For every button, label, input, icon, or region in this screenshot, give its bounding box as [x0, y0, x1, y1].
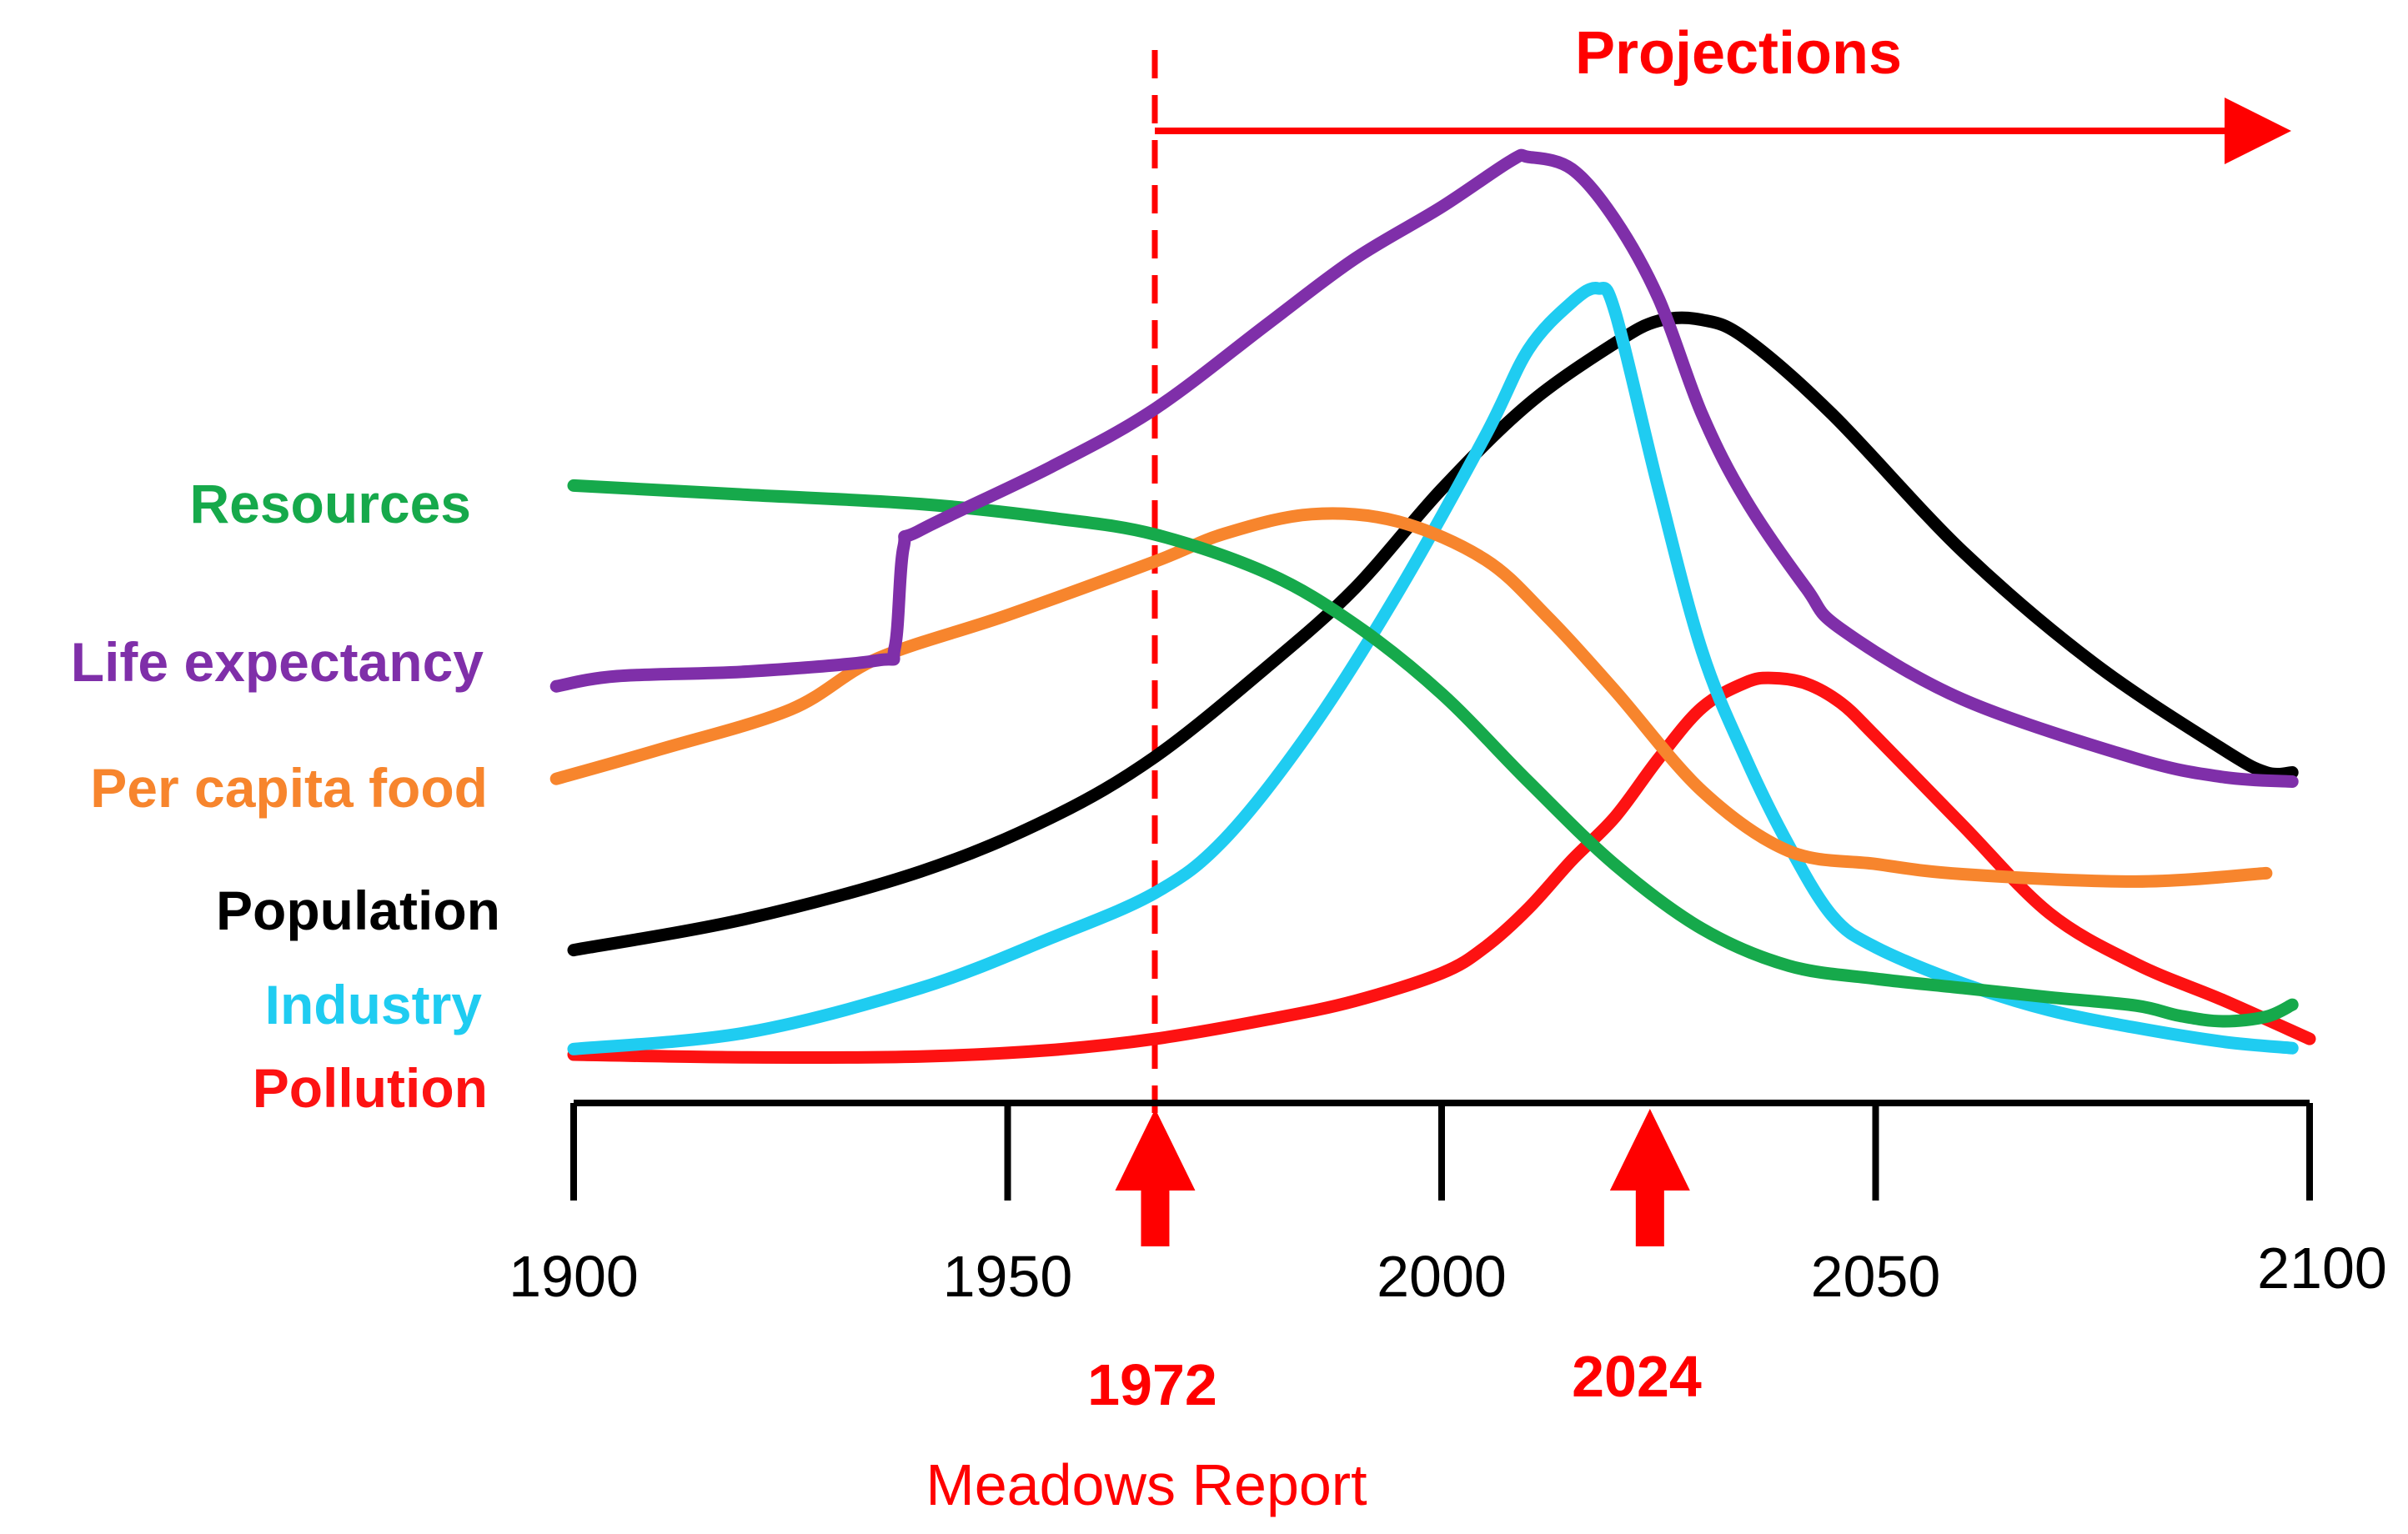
projections-annotation: Projections [1155, 20, 2291, 164]
series-line-pollution [567, 671, 2316, 1065]
legend-per-capita-food: Per capita food [90, 757, 488, 819]
x-tick-label-2050: 2050 [1811, 1244, 1941, 1309]
legend-population: Population [216, 880, 500, 941]
series-line-population [567, 311, 2299, 957]
legend-pollution: Pollution [253, 1057, 488, 1119]
legend-life-expectancy: Life expectancy [71, 631, 484, 693]
series-line-industry [567, 281, 2299, 1055]
series-curves [549, 148, 2316, 1065]
meadows-report-caption: Meadows Report [926, 1452, 1367, 1517]
year-marker-arrows [1115, 1109, 1690, 1246]
x-tick-label-2100: 2100 [2257, 1236, 2387, 1301]
legend-industry: Industry [265, 974, 483, 1035]
x-tick-label-2000: 2000 [1377, 1244, 1507, 1309]
series-line-resources [567, 479, 2299, 1028]
x-axis-ticks: 1900 1950 2000 2050 2100 [509, 1103, 2387, 1309]
legend-resources: Resources [189, 473, 471, 534]
projections-label: Projections [1575, 20, 1902, 87]
legend: Resources Life expectancy Per capita foo… [71, 473, 500, 1119]
x-tick-label-1900: 1900 [509, 1244, 639, 1309]
marker-2024-arrow [1609, 1109, 1690, 1246]
x-tick-label-1950: 1950 [943, 1244, 1073, 1309]
marker-2024-label: 2024 [1572, 1344, 1702, 1409]
marker-1972-arrow [1115, 1109, 1196, 1246]
marker-1972-label: 1972 [1087, 1352, 1217, 1417]
series-line-life-expectancy [549, 148, 2299, 788]
